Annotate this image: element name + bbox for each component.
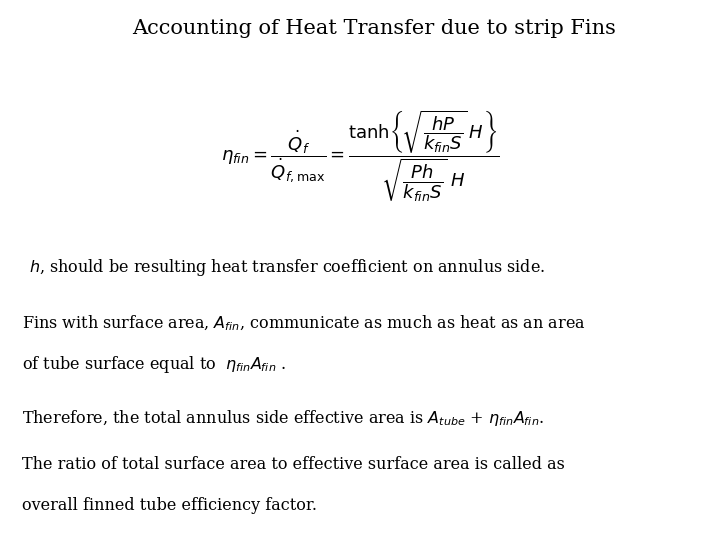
Text: Accounting of Heat Transfer due to strip Fins: Accounting of Heat Transfer due to strip… xyxy=(132,19,616,38)
Text: overall finned tube efficiency factor.: overall finned tube efficiency factor. xyxy=(22,497,317,514)
Text: Therefore, the total annulus side effective area is $A_{tube}$ + $\eta_{fin}A_{f: Therefore, the total annulus side effect… xyxy=(22,408,544,428)
Text: $h$, should be resulting heat transfer coefficient on annulus side.: $h$, should be resulting heat transfer c… xyxy=(29,256,545,278)
Text: The ratio of total surface area to effective surface area is called as: The ratio of total surface area to effec… xyxy=(22,456,564,473)
Text: Fins with surface area, $A_{fin}$, communicate as much as heat as an area: Fins with surface area, $A_{fin}$, commu… xyxy=(22,313,585,333)
Text: of tube surface equal to  $\eta_{fin}A_{fin}$ .: of tube surface equal to $\eta_{fin}A_{f… xyxy=(22,354,286,375)
Text: $\eta_{fin} = \dfrac{\dot{Q}_f}{\dot{Q}_{f,\max}} = \dfrac{\tanh\!\left\{\!\sqrt: $\eta_{fin} = \dfrac{\dot{Q}_f}{\dot{Q}_… xyxy=(221,108,499,204)
